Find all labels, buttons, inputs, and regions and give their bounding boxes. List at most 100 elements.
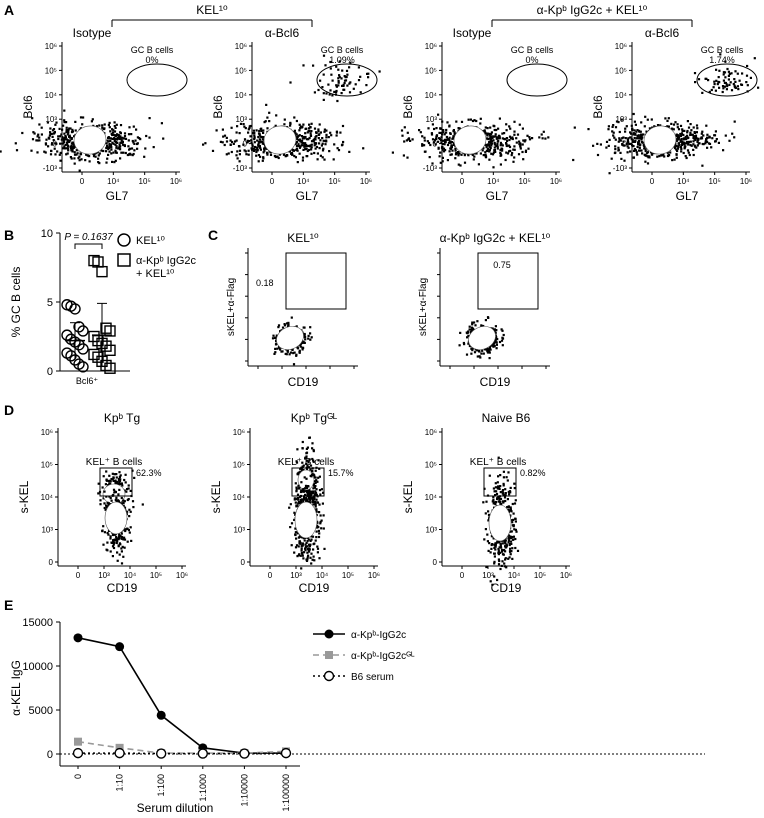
a1-event — [78, 159, 81, 162]
a1-y-tick-label: 10⁴ — [45, 91, 58, 100]
d1-y-tick-label: 0 — [49, 558, 54, 567]
a1-event — [118, 146, 121, 149]
a4-event — [638, 136, 641, 139]
a4-event — [631, 144, 634, 147]
a3-event — [443, 143, 446, 146]
a2-event — [301, 159, 304, 162]
d2-lower-event — [319, 493, 322, 496]
c1-event — [276, 347, 279, 350]
a1-event — [59, 151, 62, 154]
c2-event — [480, 352, 483, 355]
d2-lower-event — [293, 497, 296, 500]
c1-event — [271, 337, 275, 340]
c1-event — [309, 326, 312, 329]
d1-lower-event — [115, 496, 118, 499]
gc-event — [734, 80, 737, 83]
x-axis-label: GL7 — [676, 189, 699, 203]
a3-x-tick-label: 10⁴ — [487, 177, 500, 186]
a3-event — [429, 143, 432, 147]
a1-y-tick-label: 10⁵ — [45, 66, 57, 75]
c2-event — [495, 343, 498, 346]
a1-event — [128, 126, 131, 129]
a2-event — [301, 156, 305, 159]
c2-event — [465, 353, 469, 356]
a2-event — [244, 127, 247, 130]
a2-event — [276, 155, 279, 158]
a4-event — [714, 130, 717, 133]
a2-event — [298, 152, 301, 155]
e-data-point — [114, 747, 125, 759]
a1-event — [49, 131, 52, 134]
d3-main-event — [507, 557, 510, 560]
d1-upper-event — [114, 481, 117, 484]
a2-event — [274, 124, 277, 127]
d3-main-event — [504, 492, 507, 495]
a2-event — [325, 129, 328, 132]
a3-event — [508, 135, 512, 138]
a3-event — [475, 119, 478, 123]
d3-main-event — [511, 538, 515, 541]
d2-lower-event — [313, 476, 316, 479]
c2-event — [494, 340, 497, 344]
d3-x-tick-label: 10⁴ — [508, 571, 521, 580]
a1-event — [82, 116, 85, 119]
gc-event — [717, 80, 720, 83]
a4-event — [614, 126, 618, 129]
a3-event — [442, 150, 446, 153]
a1-event — [38, 136, 41, 139]
a4-event — [695, 137, 698, 140]
d1-upper-event — [119, 483, 122, 486]
d3-main-event — [510, 542, 513, 545]
a2-event — [306, 155, 309, 158]
a1-event — [30, 149, 33, 152]
a2-event — [202, 143, 205, 146]
a1-event — [124, 137, 128, 140]
d2-lower-event — [309, 539, 312, 542]
d2-lower-event — [306, 558, 309, 561]
a4-event — [644, 148, 647, 151]
a1-event — [98, 162, 101, 165]
a4-event — [636, 145, 639, 149]
a2-event — [256, 149, 259, 152]
a4-event — [653, 125, 656, 128]
c2-event — [476, 355, 479, 358]
d2-lower-event — [298, 502, 301, 505]
d3-main-event — [499, 474, 502, 477]
a4-event — [677, 136, 681, 139]
a4-event — [679, 140, 682, 143]
a4-event — [672, 128, 675, 131]
d1-upper-event — [108, 479, 112, 482]
d3-main-event — [494, 502, 497, 506]
d1-lower-event — [109, 550, 112, 553]
a3-event — [499, 148, 502, 151]
a1-event — [78, 169, 81, 172]
a1-event — [59, 159, 62, 162]
d2-lower-event — [320, 519, 323, 522]
d1-upper-event — [104, 483, 107, 486]
d2-lower-event — [311, 558, 314, 561]
e-legend-item: α-Kpᵇ-IgG2c — [313, 629, 406, 641]
a3-event — [446, 159, 449, 162]
d1-y-tick-label: 10⁴ — [41, 493, 54, 502]
d2-lower-event — [298, 487, 301, 490]
a4-event — [641, 152, 644, 155]
d2-lower-event — [307, 547, 310, 550]
a4-event — [605, 140, 609, 143]
a4-event — [592, 144, 595, 147]
d1-lower-event — [113, 473, 116, 476]
a2-event — [299, 127, 302, 130]
d2-upper-event — [299, 467, 302, 470]
a2-event — [314, 147, 317, 150]
a2-event — [257, 142, 260, 145]
a4-event — [707, 142, 710, 145]
a4-event — [713, 134, 717, 137]
a2-event — [253, 138, 256, 141]
e-data-point — [115, 642, 125, 652]
c2-event — [468, 328, 471, 331]
a3-event — [484, 144, 487, 147]
a1-event — [71, 141, 74, 144]
d1-lower-contours — [104, 501, 128, 535]
d3-main-event — [504, 494, 507, 497]
d3-main-event — [484, 528, 487, 531]
d3-main-event — [497, 497, 500, 500]
